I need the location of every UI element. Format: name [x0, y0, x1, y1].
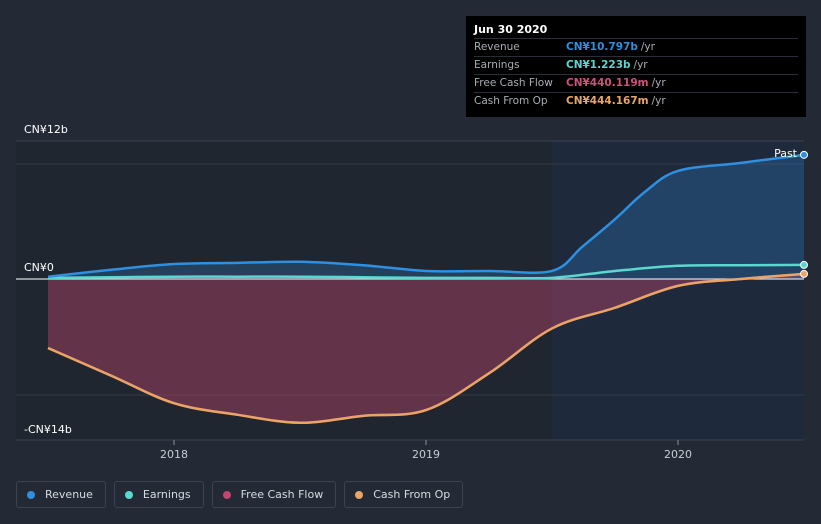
- legend-label: Earnings: [142, 488, 191, 501]
- legend-dot-icon: [355, 490, 364, 499]
- legend-dot-icon: [222, 490, 231, 499]
- tooltip-row-value: CN¥440.119m: [566, 77, 649, 89]
- tooltip-row-unit: /yr: [640, 41, 655, 53]
- legend-dot-icon: [124, 490, 133, 499]
- revenue-endpoint: [800, 150, 808, 159]
- legend-item-free-cash-flow[interactable]: Free Cash Flow: [211, 481, 337, 508]
- legend-label: Free Cash Flow: [240, 488, 324, 501]
- legend-label: Revenue: [45, 488, 93, 501]
- tooltip-row-label: Free Cash Flow: [474, 77, 553, 89]
- tooltip-row-unit: /yr: [633, 59, 648, 71]
- x-tick-label: 2019: [412, 448, 440, 461]
- revenue-area: [48, 154, 804, 279]
- legend-item-revenue[interactable]: Revenue: [16, 481, 106, 508]
- tooltip-row-earnings: Earnings CN¥1.223b /yr: [474, 56, 798, 74]
- tooltip-row-unit: /yr: [651, 95, 666, 107]
- tooltip-row-cash-from-op: Cash From Op CN¥444.167m /yr: [474, 92, 798, 110]
- tooltip-row-label: Revenue: [474, 41, 520, 53]
- y-tick-label-bottom: -CN¥14b: [24, 423, 72, 436]
- tooltip-row-unit: /yr: [651, 77, 666, 89]
- earnings-line: [47, 263, 805, 280]
- chart-legend: Revenue Earnings Free Cash Flow Cash Fro…: [16, 481, 465, 508]
- legend-dot-icon: [27, 490, 35, 499]
- revenue-line: [47, 153, 805, 278]
- legend-label: Cash From Op: [373, 488, 451, 501]
- tooltip-row-value: CN¥1.223b: [566, 59, 631, 71]
- past-region: [552, 141, 804, 440]
- data-tooltip: Jun 30 2020 Revenue CN¥10.797b /yr Earni…: [466, 16, 806, 117]
- earnings-endpoint: [800, 260, 808, 269]
- y-tick-label-zero: CN¥0: [24, 261, 54, 274]
- legend-item-cash-from-op[interactable]: Cash From Op: [344, 481, 464, 508]
- tooltip-row-value: CN¥444.167m: [566, 95, 649, 107]
- tooltip-row-value: CN¥10.797b: [566, 41, 638, 53]
- cash-from-op-endpoint: [800, 269, 808, 278]
- y-tick-label-top: CN¥12b: [24, 123, 68, 136]
- legend-item-earnings[interactable]: Earnings: [113, 481, 204, 508]
- tooltip-date: Jun 30 2020: [474, 23, 548, 36]
- x-tick-label: 2018: [160, 448, 188, 461]
- tooltip-row-revenue: Revenue CN¥10.797b /yr: [474, 38, 798, 56]
- cash-from-op-line: [47, 272, 805, 425]
- tooltip-row-label: Earnings: [474, 59, 520, 71]
- past-label: Past: [774, 147, 798, 160]
- tooltip-row-free-cash-flow: Free Cash Flow CN¥440.119m /yr: [474, 74, 798, 92]
- free-cash-flow-area: [48, 273, 804, 423]
- tooltip-row-label: Cash From Op: [474, 95, 548, 107]
- x-tick-label: 2020: [664, 448, 692, 461]
